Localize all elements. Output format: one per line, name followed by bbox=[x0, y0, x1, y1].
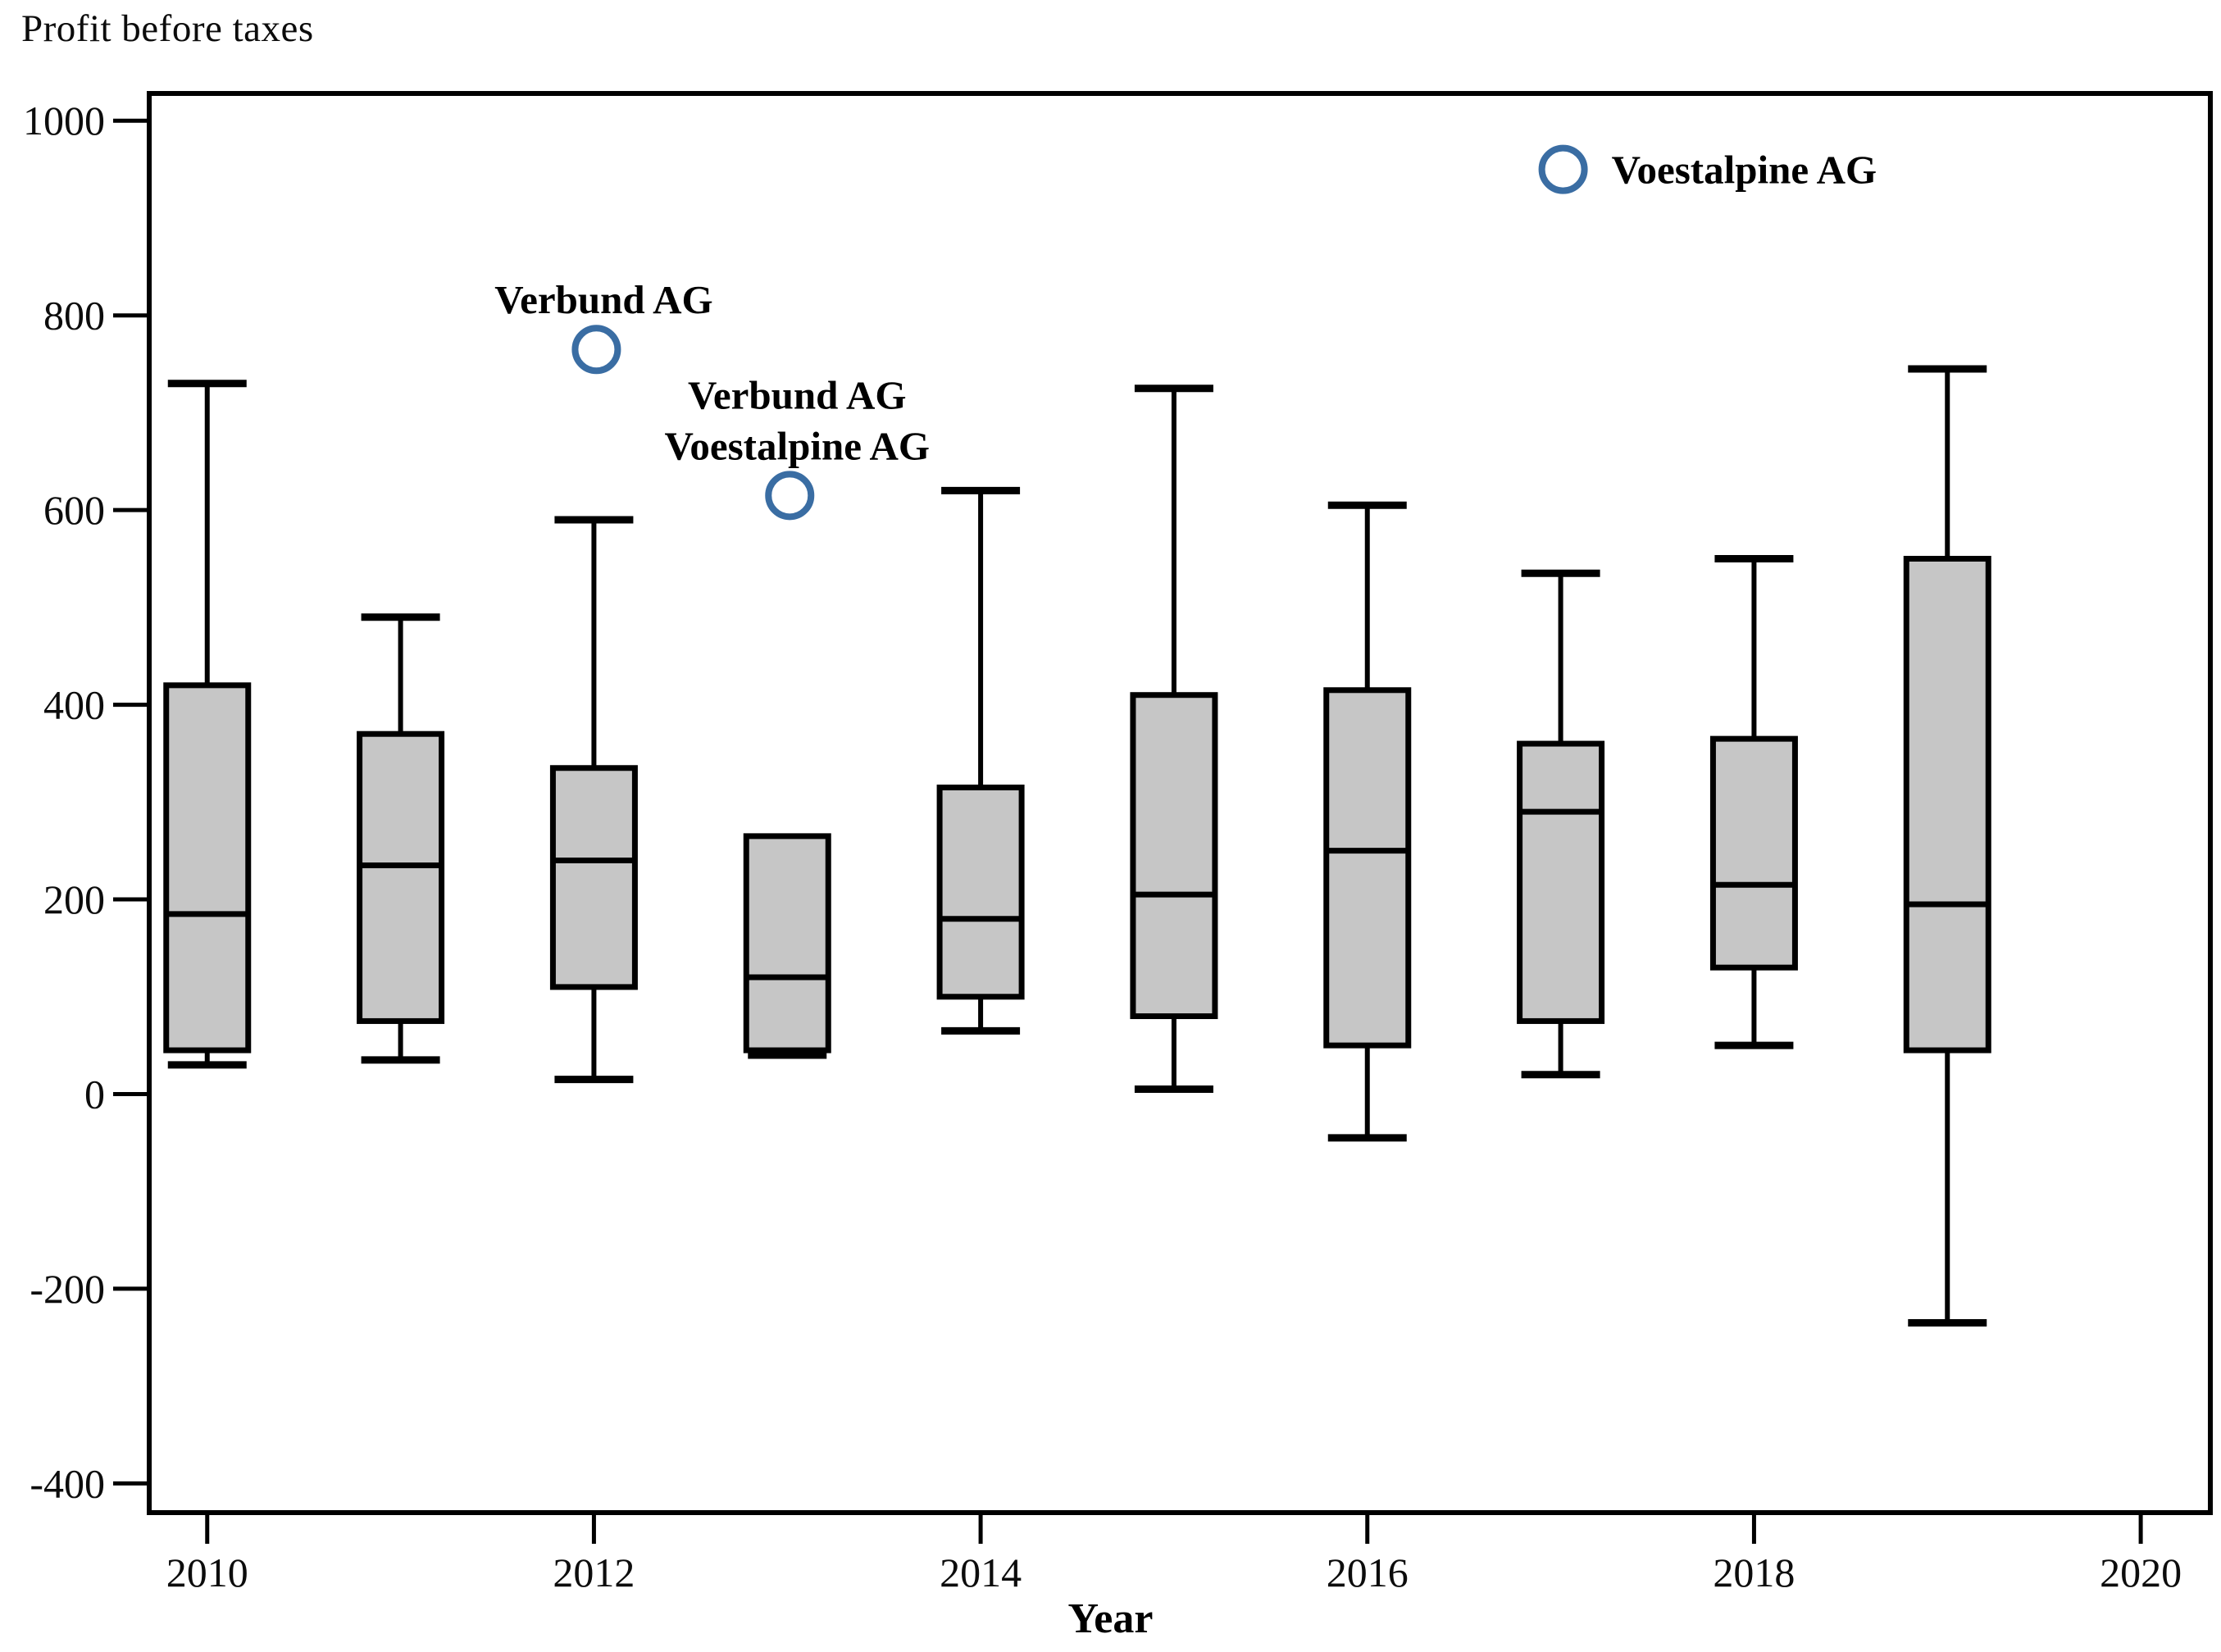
box-2011 bbox=[357, 730, 445, 1024]
box-2012 bbox=[549, 765, 638, 990]
box-2014 bbox=[936, 785, 1025, 1000]
y-tick-label: -200 bbox=[30, 1266, 105, 1312]
x-tick-label: 2012 bbox=[553, 1550, 635, 1595]
box-2016 bbox=[1323, 687, 1412, 1049]
x-tick-label: 2020 bbox=[2100, 1550, 2182, 1595]
x-tick-label: 2018 bbox=[1713, 1550, 1795, 1595]
chart-title: Profit before taxes bbox=[21, 7, 314, 50]
box-2013 bbox=[743, 833, 831, 1054]
box-2019 bbox=[1903, 556, 1991, 1054]
outlier-label: Verbund AG bbox=[494, 277, 712, 322]
y-tick-label: 400 bbox=[43, 682, 105, 728]
box-2015 bbox=[1130, 692, 1218, 1020]
outlier-marker bbox=[571, 325, 621, 375]
x-tick-label: 2014 bbox=[940, 1550, 1022, 1595]
outlier-label: Voestalpine AG bbox=[1612, 148, 1877, 193]
y-tick-label: 800 bbox=[43, 293, 105, 339]
outlier-label: Verbund AG bbox=[688, 372, 906, 417]
outlier-marker bbox=[1538, 144, 1588, 194]
box-2010 bbox=[163, 682, 252, 1054]
x-axis-title: Year bbox=[1067, 1595, 1154, 1642]
plot-border bbox=[147, 91, 2213, 1515]
y-tick-label: 200 bbox=[43, 876, 105, 922]
y-tick-label: 1000 bbox=[23, 98, 105, 143]
x-tick-label: 2010 bbox=[166, 1550, 248, 1595]
outlier-marker bbox=[765, 471, 815, 521]
x-tick-label: 2016 bbox=[1327, 1550, 1409, 1595]
y-tick-label: 600 bbox=[43, 487, 105, 533]
y-tick-label: -400 bbox=[30, 1460, 105, 1506]
box-2018 bbox=[1709, 735, 1798, 971]
box-2017 bbox=[1517, 740, 1605, 1024]
outlier-label: Voestalpine AG bbox=[664, 423, 930, 468]
y-tick-label: 0 bbox=[84, 1071, 105, 1117]
